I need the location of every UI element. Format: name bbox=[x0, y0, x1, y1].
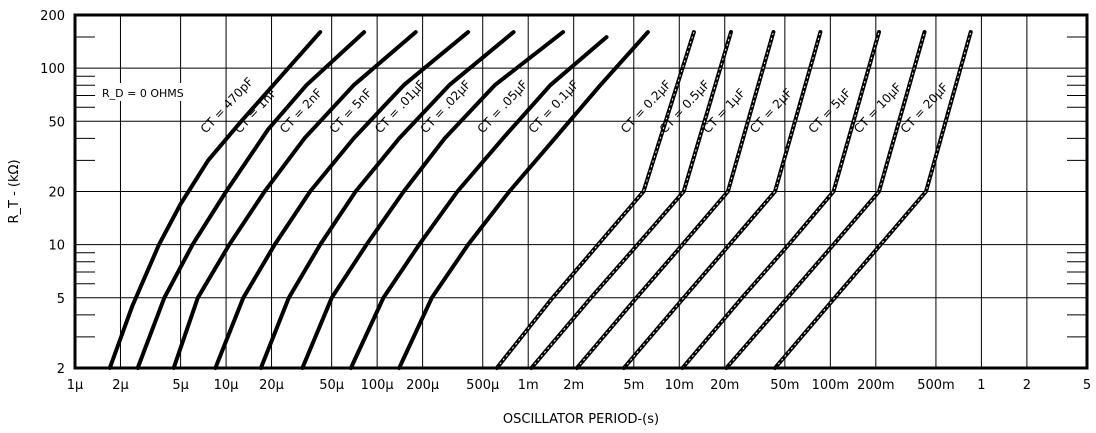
y-tick-labels: 2 5 10 20 50 100 200 bbox=[40, 9, 65, 377]
curve-3 bbox=[171, 30, 418, 370]
x-tick-label: 2m bbox=[563, 378, 584, 393]
curve-label: CT = 5µF bbox=[806, 86, 854, 136]
curve-14 bbox=[724, 30, 927, 370]
x-tick-label: 5µ bbox=[172, 378, 189, 393]
curve-1 bbox=[107, 30, 323, 370]
annotation-box: R_D = 0 OHMS bbox=[98, 83, 202, 101]
x-tick-label: 2 bbox=[1023, 378, 1031, 393]
curve-6 bbox=[300, 30, 565, 370]
x-tick-label: 100m bbox=[812, 378, 849, 393]
curve-highlight-10 bbox=[531, 31, 732, 369]
x-tick-label: 500m bbox=[917, 378, 954, 393]
x-tick-label: 2µ bbox=[112, 378, 129, 393]
curve-4 bbox=[213, 30, 471, 370]
x-tick-label: 1m bbox=[518, 378, 539, 393]
plot-frame bbox=[73, 13, 1089, 370]
x-tick-label: 50m bbox=[770, 378, 799, 393]
curve-2 bbox=[135, 30, 367, 370]
x-tick-label: 200µ bbox=[406, 378, 439, 393]
y-tick-label: 100 bbox=[40, 62, 65, 77]
y-tick-label: 5 bbox=[57, 292, 65, 307]
curve-label: CT = 5nF bbox=[327, 86, 375, 136]
y-tick-label: 20 bbox=[48, 186, 65, 201]
curve-highlight-12 bbox=[623, 31, 821, 369]
x-tick-label: 100µ bbox=[361, 378, 394, 393]
y-tick-label: 200 bbox=[40, 9, 65, 24]
curve-5 bbox=[258, 30, 516, 370]
x-axis-title: OSCILLATOR PERIOD-(s) bbox=[503, 412, 659, 427]
y-tick-label: 10 bbox=[48, 239, 65, 254]
y-axis-title: R_T - (kΩ) bbox=[7, 159, 22, 223]
curve-8 bbox=[397, 30, 650, 370]
x-tick-label: 200m bbox=[857, 378, 894, 393]
x-tick-label: 50µ bbox=[319, 378, 344, 393]
x-tick-labels: 1µ 2µ 5µ 10µ 20µ 50µ 100µ 200µ 500µ 1m 2m 5m 10m 20m 5… bbox=[67, 378, 1091, 393]
x-tick-label: 5m bbox=[623, 378, 644, 393]
x-tick-label: 10m bbox=[665, 378, 694, 393]
x-tick-label: 5 bbox=[1083, 378, 1091, 393]
curve-highlight-9 bbox=[496, 31, 695, 369]
x-tick-label: 10µ bbox=[214, 378, 239, 393]
curve-13 bbox=[680, 30, 881, 370]
annotation-text: R_D = 0 OHMS bbox=[102, 87, 184, 100]
curve-highlight-13 bbox=[682, 31, 880, 369]
x-tick-label: 500µ bbox=[466, 378, 499, 393]
x-tick-label: 20µ bbox=[259, 378, 284, 393]
minor-ticks bbox=[75, 36, 1087, 338]
x-tick-label: 20m bbox=[710, 378, 739, 393]
y-tick-label: 2 bbox=[57, 362, 65, 377]
curve-highlight-15 bbox=[774, 31, 972, 369]
y-tick-label: 50 bbox=[48, 115, 65, 130]
curve-7 bbox=[348, 35, 609, 370]
curve-highlight-11 bbox=[576, 31, 774, 369]
x-tick-label: 1 bbox=[977, 378, 985, 393]
x-tick-label: 1µ bbox=[67, 378, 84, 393]
curves bbox=[107, 30, 973, 370]
